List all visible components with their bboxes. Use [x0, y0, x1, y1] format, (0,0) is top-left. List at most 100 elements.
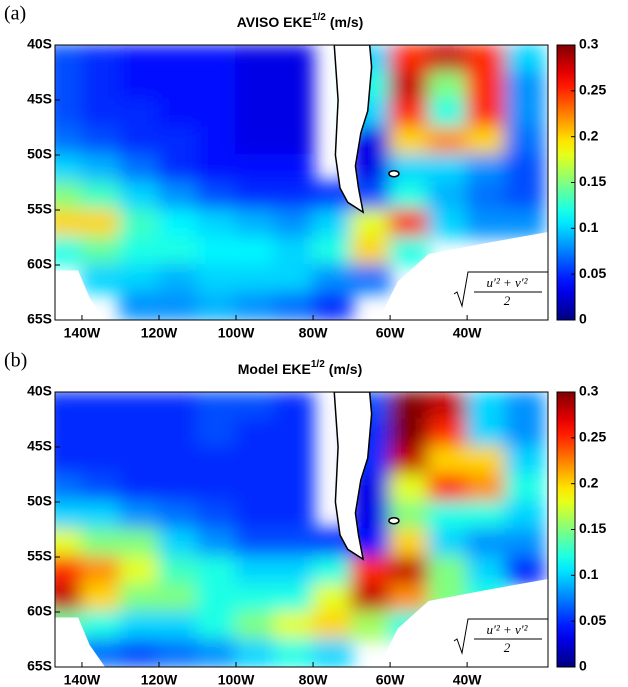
cell [350, 236, 392, 266]
map-area [55, 45, 548, 320]
cell [196, 392, 238, 421]
cell [389, 71, 430, 101]
cell [273, 99, 315, 129]
cell [504, 556, 546, 586]
cell [196, 291, 238, 320]
cell [157, 638, 199, 667]
cell [157, 264, 199, 294]
cell [273, 556, 315, 586]
cell [504, 501, 546, 531]
cell [157, 236, 199, 266]
cell [466, 501, 507, 531]
cell [196, 583, 238, 613]
cell [466, 71, 507, 101]
cell [157, 45, 199, 74]
cell [157, 446, 199, 476]
cell [55, 181, 83, 211]
cell [119, 45, 160, 74]
cell [119, 154, 160, 184]
cell [55, 236, 83, 266]
cell [119, 473, 160, 503]
annotation-denominator: 2 [504, 640, 511, 655]
cell [196, 209, 238, 239]
cell [235, 418, 276, 448]
cell [389, 473, 430, 503]
cell [504, 418, 546, 448]
cell [427, 392, 469, 421]
cell [273, 126, 315, 156]
cell [235, 473, 276, 503]
cell [389, 126, 430, 156]
cell [119, 638, 160, 667]
sqrt-sign [453, 618, 548, 655]
cell [273, 71, 315, 101]
x-tick-label: 100W [218, 325, 255, 341]
cell [235, 181, 276, 211]
cell [312, 236, 353, 266]
cell [196, 126, 238, 156]
cell [235, 126, 276, 156]
cell [80, 583, 122, 613]
cell [80, 154, 122, 184]
cell [235, 154, 276, 184]
cell [80, 45, 122, 74]
cell [427, 501, 469, 531]
cell [466, 126, 507, 156]
cell [466, 392, 507, 421]
cell [55, 154, 83, 184]
cell [427, 528, 469, 558]
colorbar-tick-label: 0.2 [579, 127, 599, 143]
cell [119, 71, 160, 101]
cell [504, 99, 546, 129]
y-tick-label: 40S [27, 36, 52, 52]
sqrt-sign [453, 271, 548, 308]
ice [55, 270, 106, 320]
cell [389, 181, 430, 211]
x-tick-label: 140W [64, 325, 101, 341]
cell [466, 181, 507, 211]
cell [235, 501, 276, 531]
cell [389, 501, 430, 531]
cell [55, 126, 83, 156]
cell [427, 418, 469, 448]
colorbar-tick-label: 0.3 [579, 383, 599, 399]
cell [235, 45, 276, 74]
cell [312, 291, 353, 320]
cell [119, 418, 160, 448]
cell [196, 71, 238, 101]
ice [378, 232, 548, 320]
colorbar-tick-label: 0 [579, 311, 587, 327]
cell [119, 392, 160, 421]
cell [235, 528, 276, 558]
cell [157, 209, 199, 239]
cell [427, 473, 469, 503]
cell [55, 556, 83, 586]
colorbar-tick-label: 0.1 [579, 566, 599, 582]
cell [350, 264, 392, 294]
cell [235, 556, 276, 586]
cell [235, 236, 276, 266]
y-tick-label: 65S [27, 311, 52, 327]
ice [378, 579, 548, 667]
cell [80, 181, 122, 211]
cell [119, 446, 160, 476]
land [333, 392, 373, 561]
cell [235, 446, 276, 476]
colorbar-tick-label: 0.3 [579, 36, 599, 52]
cell [157, 154, 199, 184]
cell [157, 392, 199, 421]
cell [80, 99, 122, 129]
cell [427, 446, 469, 476]
cell [235, 583, 276, 613]
cell [504, 446, 546, 476]
cell [157, 611, 199, 641]
cell [273, 264, 315, 294]
cell [55, 473, 83, 503]
cell [504, 71, 546, 101]
x-tick-label: 80W [299, 672, 329, 687]
cell [55, 583, 83, 613]
colorbar-tick-label: 0.15 [579, 173, 606, 189]
cell [157, 291, 199, 320]
cell [80, 236, 122, 266]
cell [235, 611, 276, 641]
